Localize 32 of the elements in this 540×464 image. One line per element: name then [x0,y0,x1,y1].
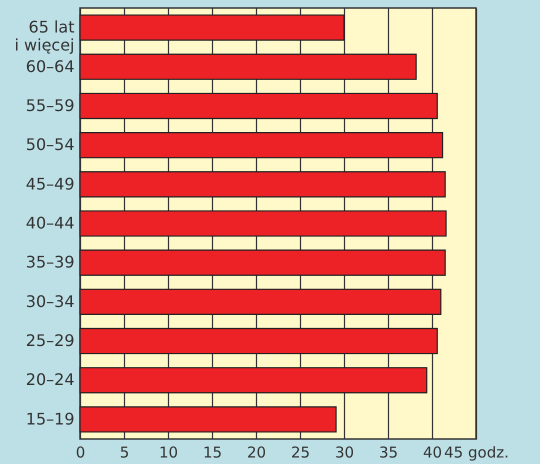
x-tick-label: 0 [76,444,86,462]
x-tick-label: 20 [246,444,266,462]
bar [79,328,438,354]
bar [79,288,442,315]
bar [79,406,337,433]
y-tick-label: 40–44 [26,214,74,232]
y-tick-label: 60–64 [26,56,74,76]
x-tick-label: 10 [158,444,178,462]
bar [79,54,417,80]
y-tick-label: 50–54 [26,135,74,154]
x-tick-label: 5 [120,444,130,462]
bar [79,367,428,394]
x-tick-label: 45 godz. [444,444,509,462]
bar [79,171,446,198]
bar [79,210,447,237]
bar [79,92,438,120]
y-tick-label: 15–19 [26,409,74,428]
y-tick-label: 55–59 [26,96,74,115]
x-tick-label: 35 [378,444,398,462]
y-tick-label: 65 lat i więcej [14,18,74,55]
x-tick-label: 30 [334,444,354,462]
y-tick-label: 30–34 [26,292,74,311]
x-tick-label: 15 [202,444,222,462]
y-tick-label: 20–24 [26,370,74,390]
x-tick-label: 40 [422,444,442,462]
bar [79,132,444,158]
bar [79,14,345,41]
y-tick-label: 25–29 [26,331,74,350]
y-tick-label: 35–39 [26,252,74,272]
x-tick-label: 25 [290,444,310,462]
y-tick-label: 45–49 [26,174,74,194]
bar [79,250,446,276]
